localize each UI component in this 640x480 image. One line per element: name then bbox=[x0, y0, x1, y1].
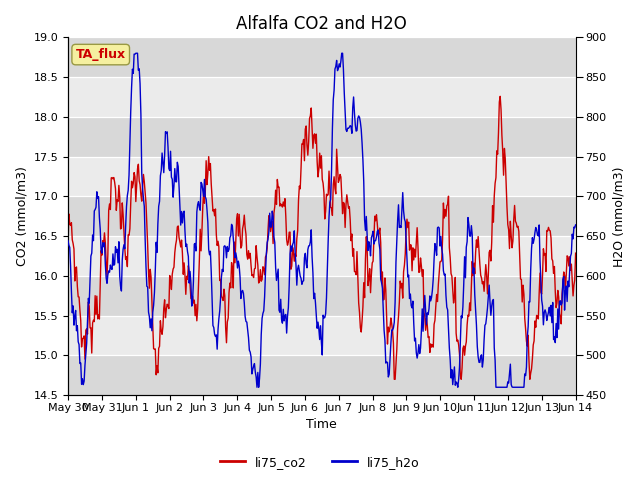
li75_h2o bbox=[448, 367, 456, 372]
li75_h2o bbox=[132, 50, 140, 56]
li75_co2 bbox=[404, 225, 412, 230]
li75_h2o bbox=[572, 222, 579, 228]
Line: li75_h2o: li75_h2o bbox=[68, 53, 575, 387]
Bar bbox=[68, 316, 575, 356]
Y-axis label: H2O (mmol/m3): H2O (mmol/m3) bbox=[612, 166, 625, 266]
Bar bbox=[68, 156, 575, 196]
li75_h2o bbox=[196, 205, 204, 211]
li75_co2 bbox=[64, 240, 72, 245]
li75_h2o bbox=[253, 384, 261, 390]
li75_co2 bbox=[154, 370, 162, 376]
Bar bbox=[68, 276, 575, 316]
Line: li75_co2: li75_co2 bbox=[68, 96, 575, 379]
li75_co2 bbox=[390, 376, 398, 382]
Y-axis label: CO2 (mmol/m3): CO2 (mmol/m3) bbox=[15, 167, 28, 266]
li75_co2 bbox=[364, 246, 371, 252]
X-axis label: Time: Time bbox=[307, 419, 337, 432]
li75_co2 bbox=[572, 250, 579, 256]
li75_co2 bbox=[195, 282, 202, 288]
Legend: li75_co2, li75_h2o: li75_co2, li75_h2o bbox=[215, 451, 425, 474]
Bar bbox=[68, 37, 575, 77]
li75_h2o bbox=[64, 238, 72, 243]
li75_co2 bbox=[497, 94, 504, 99]
Bar bbox=[68, 196, 575, 236]
li75_h2o bbox=[365, 239, 372, 245]
Bar bbox=[68, 236, 575, 276]
Bar bbox=[68, 117, 575, 156]
Title: Alfalfa CO2 and H2O: Alfalfa CO2 and H2O bbox=[236, 15, 407, 33]
li75_h2o bbox=[405, 272, 413, 278]
Bar bbox=[68, 356, 575, 395]
li75_co2 bbox=[447, 271, 455, 276]
li75_h2o bbox=[296, 268, 303, 274]
Text: TA_flux: TA_flux bbox=[76, 48, 126, 61]
li75_h2o bbox=[155, 204, 163, 209]
Bar bbox=[68, 77, 575, 117]
li75_co2 bbox=[294, 228, 301, 233]
